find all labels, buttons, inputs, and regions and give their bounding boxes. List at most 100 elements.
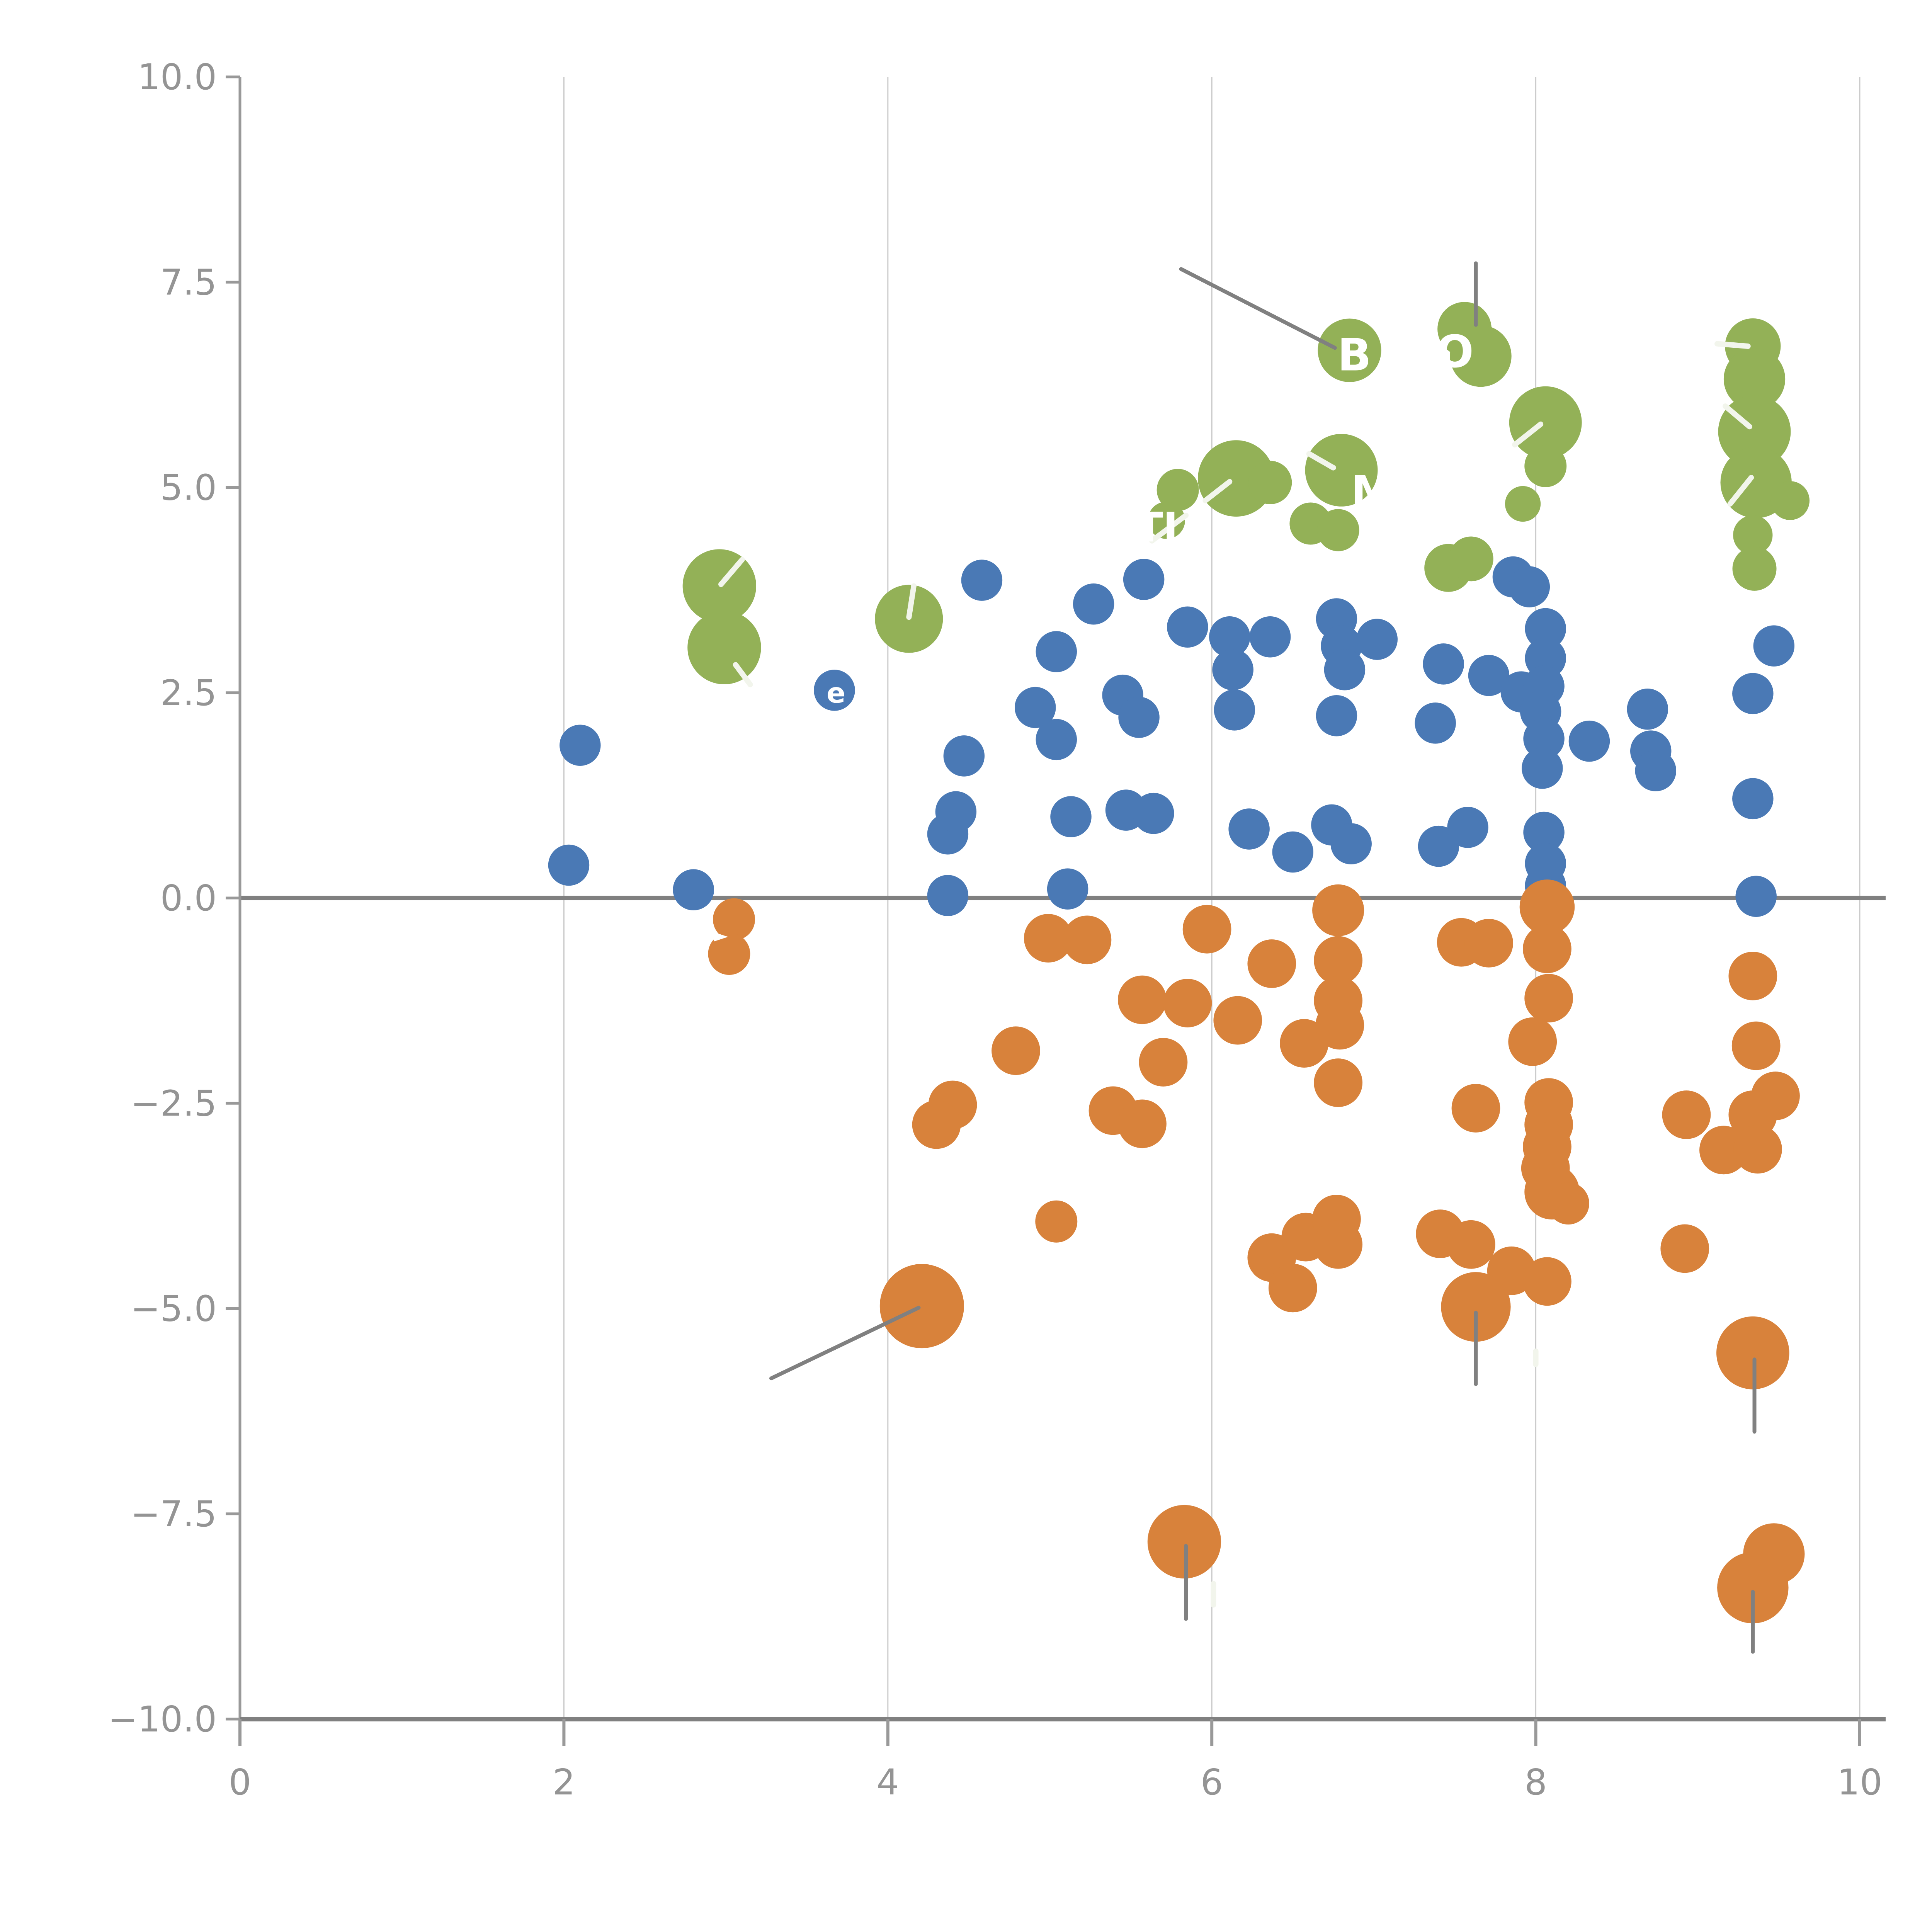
leader-line-white-0 — [718, 557, 745, 587]
scatter-point-blue — [1330, 823, 1372, 864]
scatter-point-blue — [814, 670, 855, 711]
scatter-point-green — [1770, 481, 1810, 520]
scatter-point-blue — [1212, 649, 1253, 690]
x-tick-label-6: 6 — [1201, 1762, 1223, 1803]
x-tick-label-0: 0 — [229, 1762, 252, 1803]
scatter-point-green — [1148, 502, 1185, 539]
scatter-point-orange — [1063, 915, 1112, 964]
x-tick-label-2: 2 — [553, 1762, 575, 1803]
scatter-point-orange — [1213, 996, 1262, 1045]
scatter-point-orange — [1024, 914, 1073, 963]
scatter-point-orange — [1699, 1126, 1748, 1175]
scatter-point-blue — [548, 844, 590, 886]
scatter-point-orange — [1728, 951, 1777, 1000]
y-tick-label-2.5: 2.5 — [160, 672, 217, 714]
scatter-point-blue — [1525, 608, 1566, 650]
scatter-point-blue — [1468, 655, 1510, 696]
scatter-point-orange — [1731, 1021, 1781, 1070]
scatter-point-blue — [560, 724, 601, 766]
scatter-point-orange — [1523, 924, 1571, 973]
scatter-point-blue — [1209, 616, 1250, 658]
scatter-point-orange — [1118, 975, 1167, 1024]
scatter-point-green — [1156, 469, 1199, 511]
leader-line-white-7 — [1714, 341, 1751, 349]
scatter-point-green — [1318, 318, 1381, 382]
scatter-point-orange — [1524, 974, 1573, 1023]
scatter-point-orange — [1314, 936, 1363, 985]
scatter-point-blue — [1073, 583, 1114, 625]
leader-line-white-1 — [733, 662, 753, 687]
scatter-point-blue — [1732, 778, 1774, 820]
scatter-point-blue — [1050, 796, 1092, 837]
y-tick-label-5: 5.0 — [160, 467, 217, 509]
scatter-point-orange — [1139, 1038, 1188, 1087]
scatter-point-blue — [1272, 831, 1314, 873]
y-tick-label--5: −5.0 — [131, 1288, 217, 1330]
scatter-point-orange — [1447, 1220, 1495, 1269]
scatter-point-blue — [1418, 825, 1459, 867]
scatter-point-green — [1248, 461, 1292, 504]
scatter-point-blue — [1627, 689, 1668, 730]
white-annotation-label-1: O — [1436, 326, 1474, 378]
scatter-point-blue — [1735, 876, 1777, 917]
scatter-point-green — [687, 611, 761, 685]
x-tick-label-10: 10 — [1837, 1762, 1882, 1803]
scatter-point-orange — [713, 898, 755, 940]
scatter-point-green — [1524, 445, 1567, 487]
scatter-point-orange — [1733, 1125, 1782, 1174]
y-tick-label--2.5: −2.5 — [131, 1083, 217, 1124]
leader-line-white-8 — [1723, 403, 1752, 430]
scatter-point-orange — [912, 1100, 961, 1149]
scatter-point-blue — [1133, 793, 1174, 834]
scatter-point-orange — [1247, 939, 1296, 988]
x-tick-label-4: 4 — [877, 1762, 900, 1803]
leader-line-gray-2 — [769, 1306, 921, 1381]
scatter-point-orange — [1464, 918, 1513, 968]
scatter-point-blue — [1356, 619, 1398, 660]
scatter-point-blue — [1228, 808, 1270, 850]
leader-line-white-3 — [1149, 512, 1189, 544]
y-tick-label--7.5: −7.5 — [131, 1493, 217, 1535]
scatter-point-blue — [1249, 616, 1291, 658]
scatter-point-green — [1450, 325, 1512, 387]
scatter-point-orange — [1312, 884, 1364, 936]
white-annotation-label-4: e — [827, 677, 845, 709]
scatter-point-orange — [1547, 1182, 1589, 1225]
scatter-point-blue — [961, 560, 1003, 601]
white-annotation-label-2: M — [1351, 467, 1393, 516]
leader-line-white-9 — [1727, 475, 1754, 507]
scatter-point-green — [1449, 536, 1493, 582]
scatter-point-orange — [1147, 1505, 1221, 1579]
y-tick-label-10: 10.0 — [138, 56, 217, 98]
scatter-point-orange — [1660, 1224, 1709, 1273]
scatter-point-blue — [1123, 559, 1165, 600]
scatter-point-orange — [879, 1264, 964, 1349]
scatter-point-orange — [708, 933, 750, 975]
scatter-point-blue — [1447, 807, 1488, 848]
scatter-point-blue — [1015, 687, 1056, 728]
scatter-point-orange — [1523, 1257, 1571, 1306]
scatter-point-blue — [1036, 719, 1077, 760]
scatter-point-green — [1317, 509, 1359, 551]
scatter-point-blue — [1214, 689, 1255, 731]
scatter-point-blue — [1324, 649, 1366, 690]
scatter-point-blue — [1118, 697, 1160, 738]
y-tick-label--10: −10.0 — [108, 1699, 217, 1740]
scatter-point-green — [1723, 348, 1786, 410]
y-tick-label-0: 0.0 — [160, 878, 217, 919]
scatter-point-orange — [1314, 1220, 1363, 1269]
scatter-point-orange — [1182, 905, 1231, 954]
scatter-point-blue — [943, 735, 985, 777]
scatter-point-orange — [1441, 1272, 1511, 1342]
scatter-point-orange — [1118, 1099, 1167, 1148]
scatter-point-orange — [1508, 1017, 1557, 1066]
scatter-point-orange — [1717, 1552, 1789, 1624]
scatter-point-blue — [1568, 720, 1610, 762]
scatter-point-blue — [673, 869, 714, 910]
scatter-point-blue — [1316, 695, 1357, 736]
scatter-point-blue — [1047, 868, 1088, 910]
leader-line-white-2 — [906, 583, 917, 620]
x-tick-label-8: 8 — [1524, 1762, 1547, 1803]
leader-line-white-4 — [1202, 479, 1233, 503]
